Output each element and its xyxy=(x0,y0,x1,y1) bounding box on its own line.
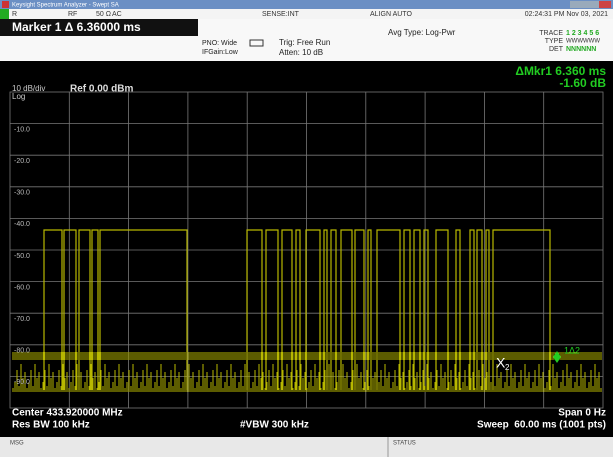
trig: Trig: Free Run xyxy=(279,38,330,47)
det-label: DET xyxy=(549,46,564,53)
trace-value: 1 2 3 4 5 6 xyxy=(566,30,599,37)
message-bar xyxy=(0,437,613,457)
sweep: Sweep 60.00 ms (1001 pts) xyxy=(477,420,606,431)
window-buttons[interactable] xyxy=(570,1,611,8)
status: STATUS xyxy=(393,441,416,447)
marker-diamond xyxy=(553,351,561,363)
trace xyxy=(43,229,551,390)
y-label: -80.0 xyxy=(14,348,30,355)
sense: SENSE:INT xyxy=(262,11,300,18)
scale: 10 dB/div xyxy=(12,84,45,93)
marker-delta: 1Δ2 xyxy=(564,345,580,355)
rf: RF xyxy=(68,11,77,18)
impedance: 50 Ω xyxy=(96,11,111,18)
atten: Atten: 10 dB xyxy=(279,48,323,57)
input: R xyxy=(12,11,17,18)
res-bw: Res BW 100 kHz xyxy=(12,420,90,431)
close-button[interactable] xyxy=(599,1,611,8)
y-label: -40.0 xyxy=(14,221,30,228)
y-label: -60.0 xyxy=(14,284,30,291)
y-label: -10.0 xyxy=(14,126,30,133)
type-value: WWWWWW xyxy=(566,39,600,45)
type-label: TYPE xyxy=(545,38,564,45)
marker-readout[interactable]: Marker 1 Δ 6.36000 ms xyxy=(12,20,141,34)
trig-icon xyxy=(249,39,264,47)
status-indicator xyxy=(0,9,9,19)
ifgain: IFGain:Low xyxy=(202,49,239,56)
ref-level: Ref 0.00 dBm xyxy=(70,84,133,95)
trace-label: TRACE xyxy=(539,30,563,37)
app-icon xyxy=(2,1,9,8)
vbw: #VBW 300 kHz xyxy=(240,420,309,431)
y-label: -50.0 xyxy=(14,253,30,260)
align: ALIGN AUTO xyxy=(370,11,412,18)
y-label: -90.0 xyxy=(14,379,30,386)
pno: PNO: Wide xyxy=(202,40,237,47)
coupling: AC xyxy=(112,11,122,18)
y-label: -70.0 xyxy=(14,316,30,323)
marker-x: X xyxy=(496,355,506,371)
span: Span 0 Hz xyxy=(558,408,606,419)
marker-x-index: 2 xyxy=(505,363,510,372)
scale-type: Log xyxy=(12,92,25,101)
y-label: -20.0 xyxy=(14,158,30,165)
title-bar xyxy=(0,0,613,9)
center-freq: Center 433.920000 MHz xyxy=(12,408,123,419)
status-bar xyxy=(0,9,613,19)
window-title: Keysight Spectrum Analyzer - Swept SA xyxy=(12,3,119,9)
datetime: 02:24:31 PM Nov 03, 2021 xyxy=(525,11,608,18)
y-label: -30.0 xyxy=(14,190,30,197)
marker-box[interactable] xyxy=(0,19,198,36)
noise-floor xyxy=(12,352,602,392)
msg: MSG xyxy=(10,441,24,447)
avg-type: Avg Type: Log-Pwr xyxy=(388,28,456,37)
det-value: NNNNNN xyxy=(566,46,596,53)
delta-value: -1.60 dB xyxy=(559,76,606,90)
delta-marker: ΔMkr1 6.360 ms xyxy=(515,64,606,78)
